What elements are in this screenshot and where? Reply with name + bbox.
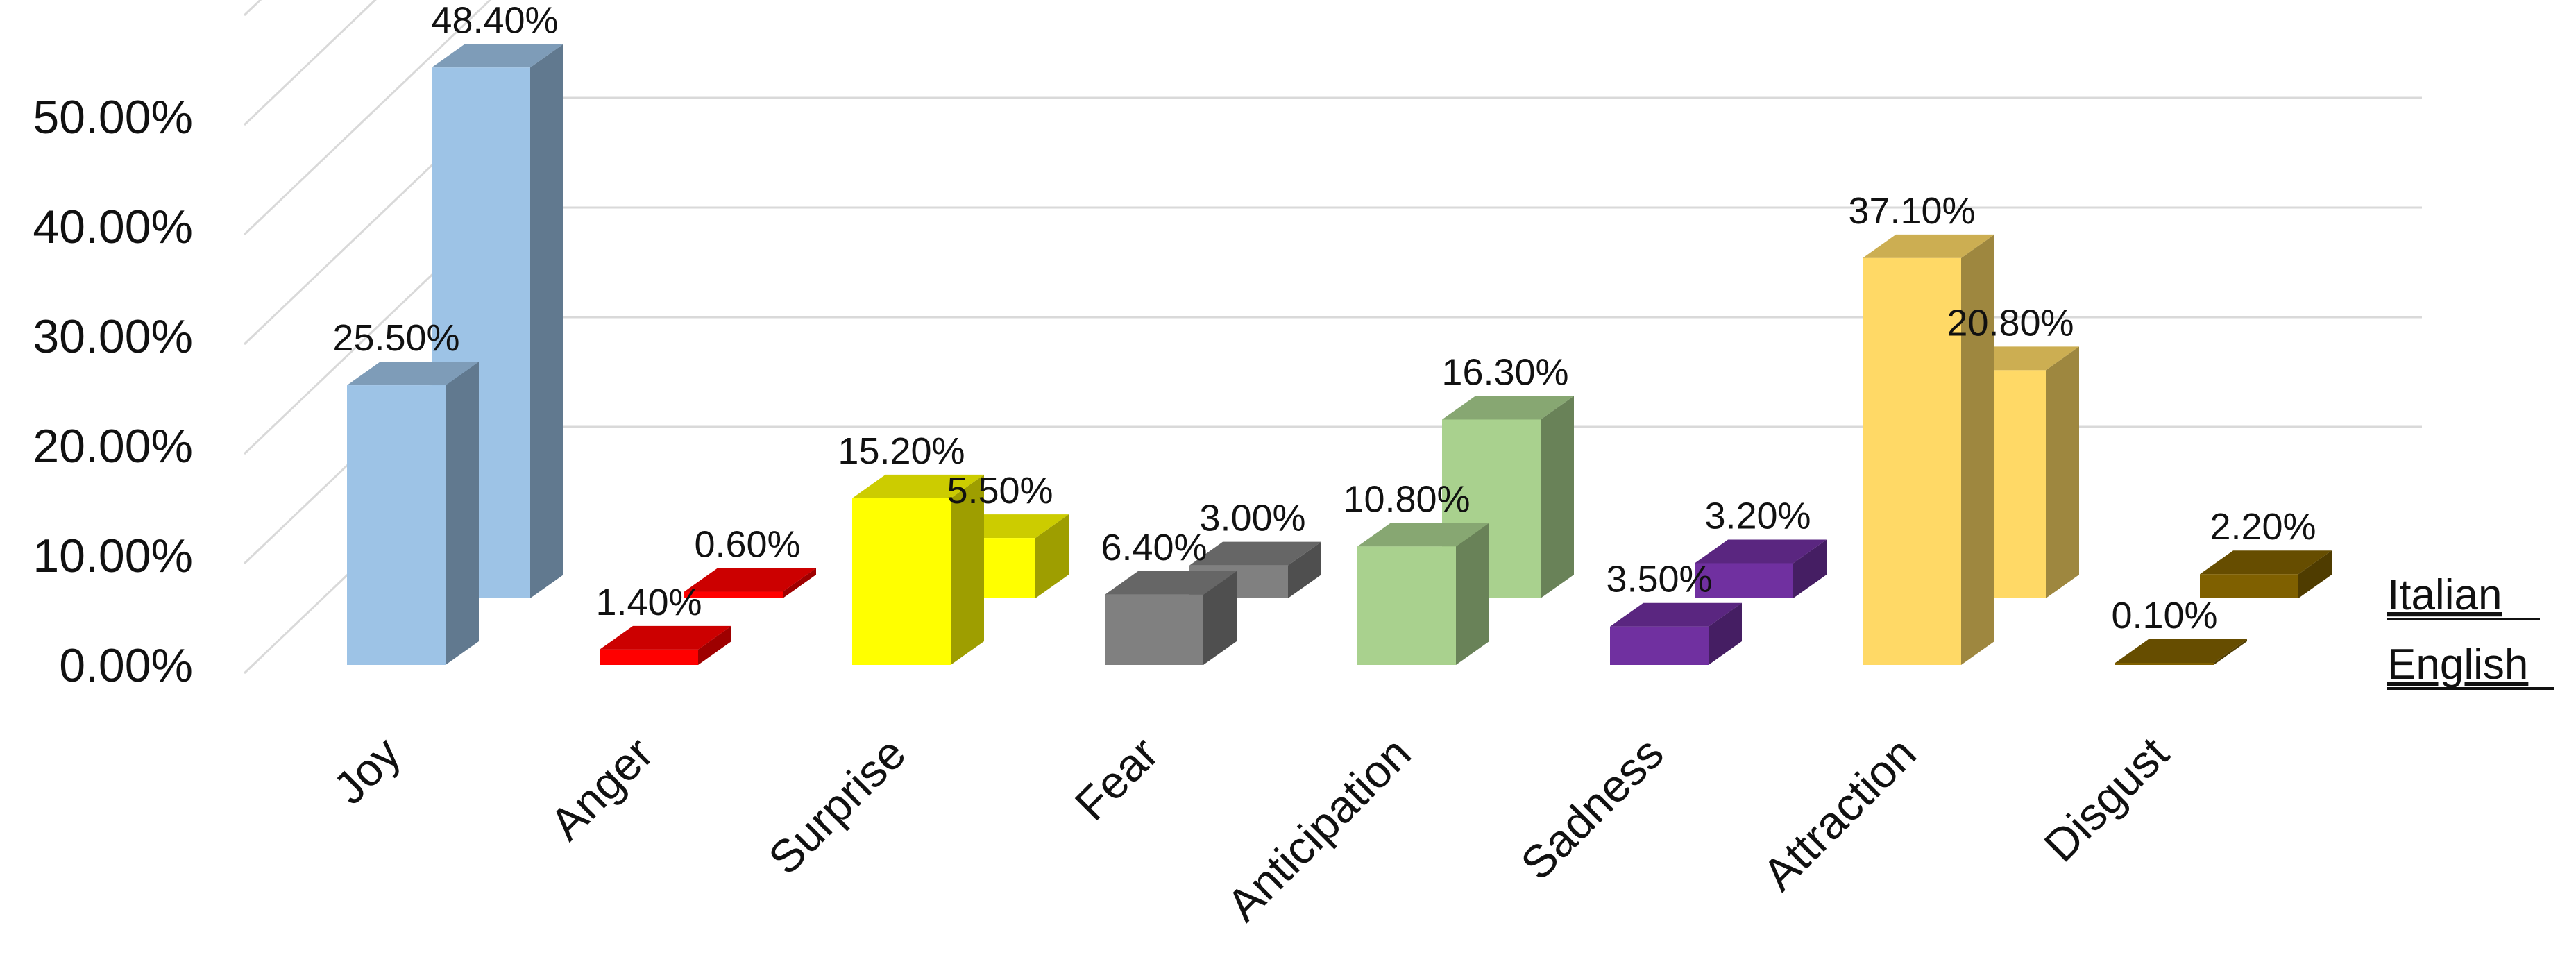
bar-top-face xyxy=(1695,539,1827,564)
bar-top-face xyxy=(1189,541,1321,566)
front-series-bars xyxy=(347,234,2247,665)
category-label-surprise: Surprise xyxy=(759,727,915,884)
bar-english-surprise xyxy=(852,474,984,665)
series-labels: Italian English xyxy=(2387,571,2554,690)
bar-front-face xyxy=(1357,546,1456,665)
category-label-attraction: Attraction xyxy=(1752,727,1925,900)
bar-side-face xyxy=(1203,571,1237,665)
bar-italian-disgust xyxy=(2200,550,2332,598)
data-labels: 48.40% 25.50% 0.60% 1.40% 5.50%15.20% 3.00%6.… xyxy=(332,0,2316,636)
bar-italian-anticipation xyxy=(1442,396,1574,598)
bar-top-face xyxy=(2200,550,2332,575)
bar-front-face xyxy=(1610,626,1709,665)
bar-side-face xyxy=(698,625,731,665)
bar-side-face xyxy=(530,44,564,598)
y-axis-ticks: 0.00% 10.00% 20.00% 30.00% 40.00% 50.00% xyxy=(33,91,193,692)
bar-top-face xyxy=(852,474,984,498)
bar-front-face xyxy=(347,385,446,665)
gridline-slant xyxy=(243,0,377,126)
bar-side-face xyxy=(1709,602,1742,665)
data-label-italian-disgust: 2.20% xyxy=(2210,506,2316,548)
bar-english-attraction xyxy=(1863,234,1994,665)
bar-top-face xyxy=(432,44,564,68)
bar-front-face xyxy=(1863,257,1961,665)
data-label-english-sadness: 3.50% xyxy=(1606,559,1712,600)
bar-english-joy xyxy=(347,362,479,665)
data-label-english-anticipation: 10.80% xyxy=(1343,478,1470,520)
data-label-italian-anger: 0.60% xyxy=(694,524,800,566)
data-label-english-disgust: 0.10% xyxy=(2111,595,2217,636)
bar-front-face xyxy=(1105,594,1203,665)
bar-top-face xyxy=(684,568,816,592)
bar-front-face xyxy=(600,649,698,665)
bar-side-face xyxy=(1035,514,1069,598)
data-label-italian-joy: 48.40% xyxy=(431,0,558,41)
data-label-english-attraction: 37.10% xyxy=(1848,190,1975,232)
bar-side-face xyxy=(1541,396,1574,598)
gridline-slant xyxy=(243,0,492,236)
y-tick-label: 30.00% xyxy=(33,310,193,363)
bar-top-face xyxy=(1442,396,1574,420)
bar-side-face xyxy=(1793,539,1827,598)
data-label-english-fear: 6.40% xyxy=(1101,527,1207,568)
data-label-italian-attraction: 20.80% xyxy=(1947,302,2074,344)
bar-italian-sadness xyxy=(1695,539,1827,598)
bar-side-face xyxy=(951,474,984,665)
bar-top-face xyxy=(1357,523,1489,547)
bar-side-face xyxy=(783,568,816,598)
bar-side-face xyxy=(446,362,479,665)
category-label-anticipation: Anticipation xyxy=(1217,727,1421,931)
bar-side-face xyxy=(1288,541,1321,598)
bar-english-fear xyxy=(1105,571,1237,665)
bar-english-sadness xyxy=(1610,602,1742,665)
bar-top-face xyxy=(1105,571,1237,595)
category-label-anger: Anger xyxy=(540,727,663,850)
bar-top-face xyxy=(600,625,731,650)
data-label-english-anger: 1.40% xyxy=(595,582,702,623)
bar-side-face xyxy=(2298,550,2332,598)
bar-front-face xyxy=(2115,663,2214,665)
bar-english-anticipation xyxy=(1357,523,1489,665)
series-label-english: English xyxy=(2387,641,2528,688)
bar-side-face xyxy=(2214,639,2247,665)
category-label-disgust: Disgust xyxy=(2034,727,2178,872)
data-label-italian-fear: 3.00% xyxy=(1199,498,1305,539)
category-label-joy: Joy xyxy=(323,727,410,814)
data-label-english-surprise: 15.20% xyxy=(838,430,965,472)
bar-side-face xyxy=(2046,346,2079,598)
y-tick-label: 20.00% xyxy=(33,420,193,473)
bar-front-face xyxy=(852,498,951,665)
y-tick-label: 40.00% xyxy=(33,201,193,253)
series-label-italian: Italian xyxy=(2387,571,2502,619)
bar-front-face xyxy=(1695,563,1793,598)
bar-side-face xyxy=(1456,523,1489,665)
category-label-fear: Fear xyxy=(1065,727,1168,830)
data-label-italian-sadness: 3.20% xyxy=(1704,495,1811,537)
bar-italian-anger xyxy=(684,568,816,598)
bar-front-face xyxy=(684,591,783,598)
bar-top-face xyxy=(1863,234,1994,258)
category-label-sadness: Sadness xyxy=(1511,727,1673,890)
y-tick-label: 10.00% xyxy=(33,530,193,582)
bar-top-face xyxy=(2115,639,2247,663)
bar-top-face xyxy=(1610,602,1742,627)
y-tick-label: 0.00% xyxy=(59,639,193,692)
data-label-english-joy: 25.50% xyxy=(332,317,459,359)
bar-side-face xyxy=(1961,234,1994,665)
data-label-italian-anticipation: 16.30% xyxy=(1441,351,1568,393)
bar-english-disgust xyxy=(2115,639,2247,665)
bar-english-anger xyxy=(600,625,731,665)
bar-front-face xyxy=(2200,574,2298,598)
bar-top-face xyxy=(347,362,479,386)
y-tick-label: 50.00% xyxy=(33,91,193,144)
gridlines xyxy=(243,0,2422,675)
x-axis-categories: Joy Anger Surprise Fear Anticipation Sadness A… xyxy=(323,727,2178,931)
data-label-italian-surprise: 5.50% xyxy=(947,470,1053,512)
